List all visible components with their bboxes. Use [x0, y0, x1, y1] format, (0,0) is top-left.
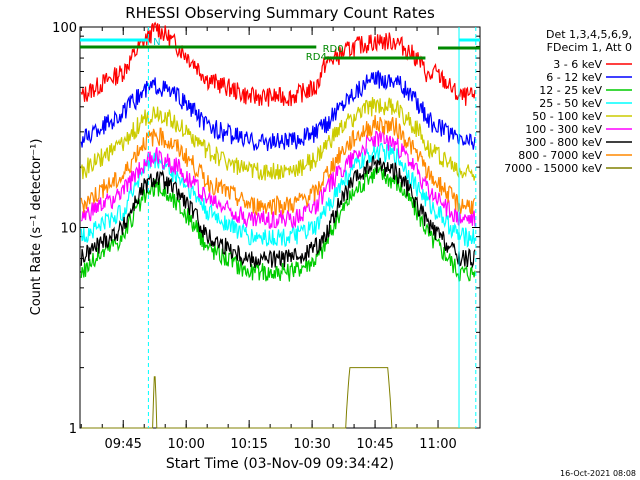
x-axis-ticks: 09:45 10:00 10:15 10:30 10:45 11:00 [80, 27, 481, 452]
x-tick-label: 10:45 [356, 437, 393, 452]
x-tick-label: 10:00 [167, 437, 204, 452]
series-line [80, 154, 476, 269]
series-line [80, 21, 476, 107]
series-line [80, 130, 476, 230]
x-tick-label: 10:15 [230, 437, 267, 452]
series-line [80, 115, 476, 217]
legend-entry-label: 3 - 6 keV [553, 58, 602, 71]
legend-entry-label: 7000 - 15000 keV [504, 162, 602, 175]
x-tick-label: 10:30 [293, 437, 330, 452]
y-tick-label: 100 [52, 21, 77, 36]
legend-header: Det 1,3,4,5,6,9, [546, 28, 632, 41]
legend-entry-label: 300 - 800 keV [525, 136, 602, 149]
x-axis-label: Start Time (03-Nov-09 09:34:42) [166, 456, 394, 472]
y-tick-label: 10 [60, 222, 77, 237]
y-axis-ticks: 1 10 100 [52, 21, 480, 437]
series-line [80, 97, 476, 181]
legend-entry-label: 25 - 50 keV [539, 97, 602, 110]
legend-entry-label: 50 - 100 keV [532, 110, 602, 123]
annotation-label: N [153, 37, 160, 48]
x-tick-label: 11:00 [419, 437, 456, 452]
annotation-label: RD0 [323, 44, 344, 55]
series-layer [80, 21, 476, 429]
legend-entry-label: 6 - 12 keV [546, 71, 602, 84]
annotation-label: RD4 [306, 52, 327, 63]
series-line [81, 367, 475, 429]
legend-entry-label: 12 - 25 keV [539, 84, 602, 97]
timestamp-label: 16-Oct-2021 08:08 [560, 469, 636, 478]
legend-header: FDecim 1, Att 0 [547, 41, 632, 54]
series-line [80, 70, 476, 152]
y-axis-label: Count Rate (s⁻¹ detector⁻¹) [29, 139, 44, 316]
legend-entry-label: 800 - 7000 keV [518, 149, 602, 162]
chart-title: RHESSI Observing Summary Count Rates [125, 4, 435, 22]
y-tick-label: 1 [69, 422, 77, 437]
legend: Det 1,3,4,5,6,9,FDecim 1, Att 0 3 - 6 keV… [504, 28, 632, 175]
x-tick-label: 09:45 [104, 437, 141, 452]
legend-entry-label: 100 - 300 keV [525, 123, 602, 136]
